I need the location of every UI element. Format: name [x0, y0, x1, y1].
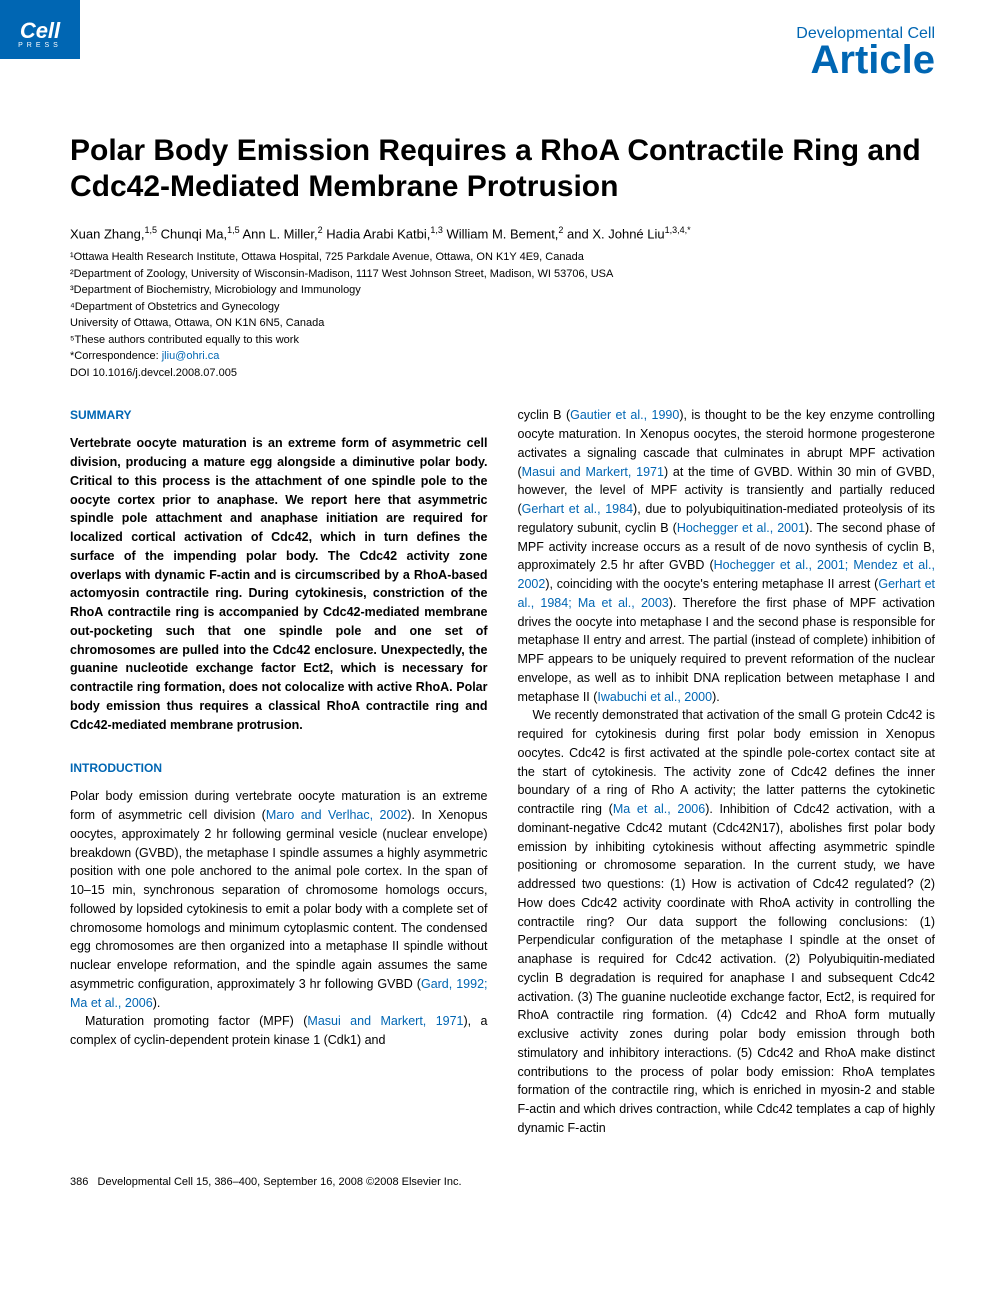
affiliation: ¹Ottawa Health Research Institute, Ottaw… — [70, 249, 935, 266]
reference-link[interactable]: Iwabuchi et al., 2000 — [597, 690, 712, 704]
article-title: Polar Body Emission Requires a RhoA Cont… — [70, 133, 935, 205]
reference-link[interactable]: Gautier et al., 1990 — [570, 408, 679, 422]
page-footer: 386 Developmental Cell 15, 386–400, Sept… — [70, 1168, 935, 1188]
reference-link[interactable]: Masui and Markert, 1971 — [522, 465, 664, 479]
article-type-label: Article — [796, 38, 935, 83]
affiliation: ⁵These authors contributed equally to th… — [70, 332, 935, 349]
body-paragraph: cyclin B (Gautier et al., 1990), is thou… — [518, 406, 936, 706]
author-list: Xuan Zhang,1,5 Chunqi Ma,1,5 Ann L. Mill… — [70, 225, 935, 241]
intro-paragraph-2: Maturation promoting factor (MPF) (Masui… — [70, 1012, 488, 1050]
cell-press-logo: Cell PRESS — [0, 0, 80, 59]
right-column: cyclin B (Gautier et al., 1990), is thou… — [518, 406, 936, 1137]
correspondence-label: *Correspondence: — [70, 350, 162, 362]
reference-link[interactable]: Gerhart et al., 1984 — [522, 502, 633, 516]
page-header: Cell PRESS Developmental Cell Article — [70, 0, 935, 83]
introduction-heading: INTRODUCTION — [70, 759, 488, 777]
logo-sub: PRESS — [10, 42, 70, 49]
page-number: 386 — [70, 1176, 88, 1188]
footer-citation: Developmental Cell 15, 386–400, Septembe… — [98, 1176, 462, 1188]
reference-link[interactable]: Ma et al., 2006 — [613, 802, 705, 816]
doi-line: DOI 10.1016/j.devcel.2008.07.005 — [70, 365, 935, 382]
left-column: SUMMARY Vertebrate oocyte maturation is … — [70, 406, 488, 1137]
two-column-layout: SUMMARY Vertebrate oocyte maturation is … — [70, 406, 935, 1137]
reference-link[interactable]: Masui and Markert, 1971 — [307, 1014, 463, 1028]
affiliations-block: ¹Ottawa Health Research Institute, Ottaw… — [70, 249, 935, 381]
logo-main: Cell — [10, 18, 70, 44]
affiliation: ²Department of Zoology, University of Wi… — [70, 266, 935, 283]
body-paragraph: We recently demonstrated that activation… — [518, 706, 936, 1137]
intro-paragraph-1: Polar body emission during vertebrate oo… — [70, 787, 488, 1012]
correspondence-line: *Correspondence: jliu@ohri.ca — [70, 348, 935, 365]
reference-link[interactable]: Maro and Verlhac, 2002 — [266, 808, 407, 822]
reference-link[interactable]: Hochegger et al., 2001 — [677, 521, 805, 535]
affiliation: ³Department of Biochemistry, Microbiolog… — [70, 282, 935, 299]
header-right: Developmental Cell Article — [796, 0, 935, 83]
affiliation: University of Ottawa, Ottawa, ON K1N 6N5… — [70, 315, 935, 332]
summary-paragraph: Vertebrate oocyte maturation is an extre… — [70, 434, 488, 734]
affiliation: ⁴Department of Obstetrics and Gynecology — [70, 299, 935, 316]
summary-heading: SUMMARY — [70, 406, 488, 424]
correspondence-email[interactable]: jliu@ohri.ca — [162, 350, 220, 362]
